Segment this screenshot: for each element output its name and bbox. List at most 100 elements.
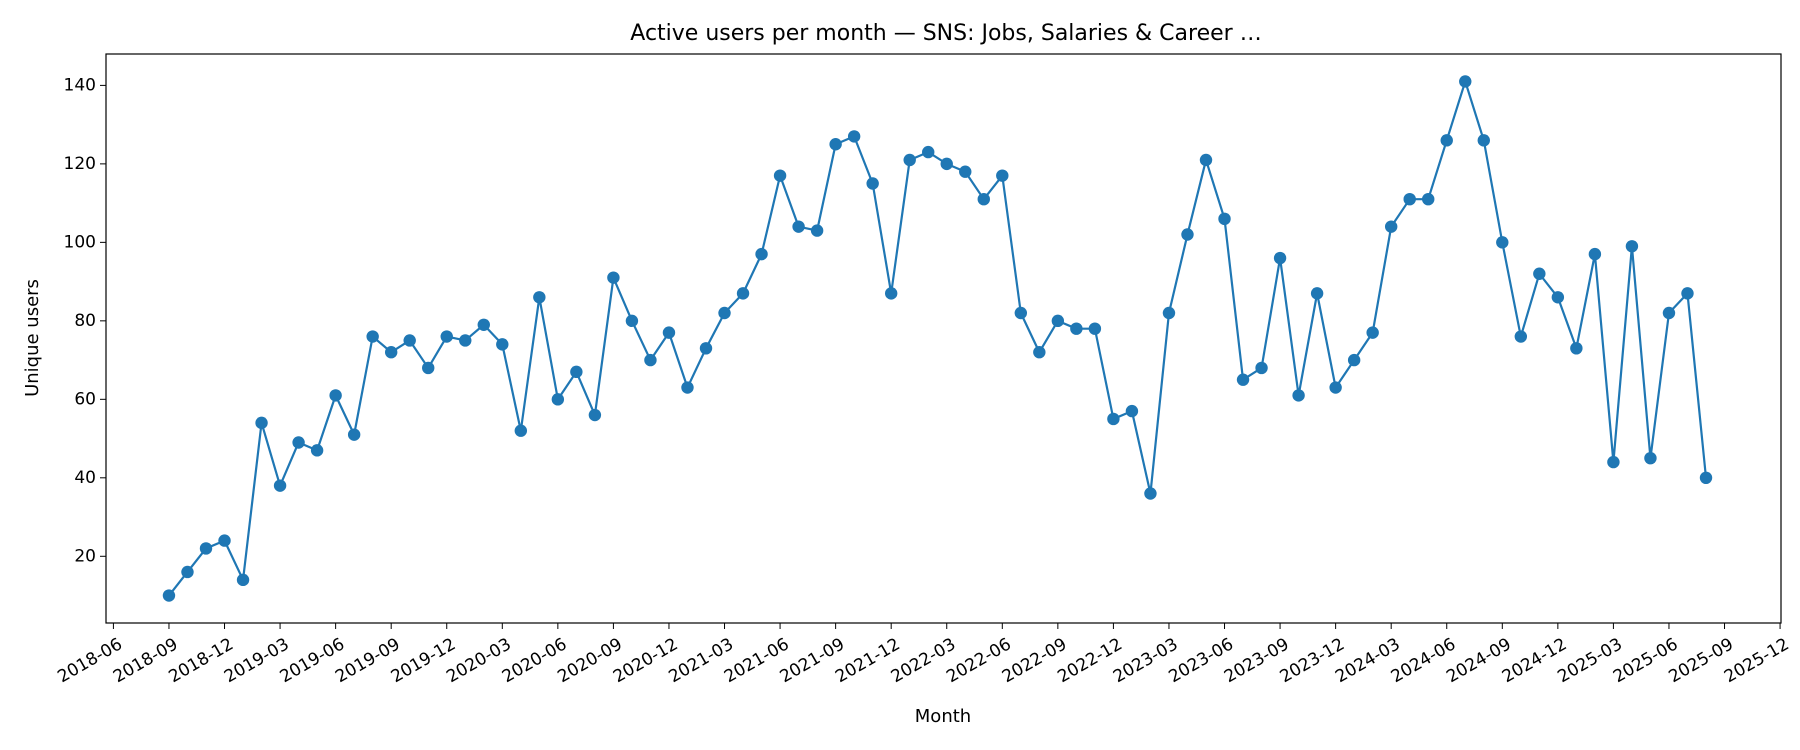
data-point <box>347 428 361 441</box>
data-point <box>329 389 342 402</box>
data-point <box>959 165 972 178</box>
data-point <box>1681 287 1694 300</box>
data-point <box>218 534 231 547</box>
data-point <box>273 479 287 492</box>
data-point <box>366 330 379 343</box>
x-tick-label: 2025-12 <box>1721 634 1793 687</box>
data-point <box>977 192 990 206</box>
data-point <box>829 138 842 151</box>
data-point <box>1255 361 1268 375</box>
data-point <box>1014 306 1028 320</box>
data-point <box>1236 373 1250 386</box>
data-point <box>1292 389 1305 402</box>
data-point <box>1107 412 1120 426</box>
data-point <box>903 153 916 167</box>
data-point <box>1162 306 1176 320</box>
data-point <box>1144 487 1157 500</box>
data-point <box>847 130 861 143</box>
data-point <box>551 393 565 406</box>
data-point <box>1366 326 1379 339</box>
data-point <box>1440 134 1453 147</box>
data-point <box>810 224 824 237</box>
data-point <box>255 416 268 430</box>
series-layer <box>162 75 1713 602</box>
data-point <box>1644 451 1657 465</box>
data-point <box>292 436 305 449</box>
data-point <box>310 444 324 457</box>
data-point <box>662 326 676 339</box>
data-point <box>199 542 213 555</box>
data-point <box>1496 236 1509 249</box>
y-axis-label: Unique users <box>22 279 43 397</box>
data-point <box>1588 247 1602 261</box>
data-point <box>533 291 546 304</box>
y-tick-label: 80 <box>74 311 96 331</box>
data-point <box>773 169 787 182</box>
data-point <box>922 145 935 159</box>
data-point <box>1329 381 1342 394</box>
chart-title: Active users per month — SNS: Jobs, Sala… <box>630 21 1261 46</box>
data-point <box>403 334 416 347</box>
data-point <box>681 381 694 394</box>
data-point <box>440 330 453 343</box>
data-point <box>162 589 176 602</box>
data-point <box>1347 353 1361 367</box>
y-tick-label: 40 <box>74 468 96 488</box>
data-point <box>1088 322 1102 335</box>
data-point <box>1570 342 1583 355</box>
data-point <box>1459 75 1472 88</box>
data-point <box>422 361 435 375</box>
data-point <box>1662 306 1676 320</box>
data-point <box>1033 346 1046 359</box>
y-axis: 20 40 60 80 100 120 140 <box>64 75 106 566</box>
data-point <box>1199 153 1213 167</box>
x-axis: 2018-062018-092018-122019-032019-062019-… <box>54 623 1793 687</box>
data-point <box>884 287 898 300</box>
data-point <box>792 220 805 233</box>
data-point <box>514 424 528 437</box>
data-point <box>1607 455 1620 469</box>
data-point <box>1310 287 1324 300</box>
data-point <box>1551 291 1565 304</box>
y-tick-label: 20 <box>74 546 96 566</box>
data-point <box>1625 240 1639 253</box>
y-tick-label: 140 <box>64 75 96 95</box>
data-point <box>625 314 639 328</box>
data-point <box>1218 212 1231 226</box>
data-point <box>996 169 1009 182</box>
data-point <box>718 306 731 320</box>
data-point <box>866 177 879 190</box>
data-point <box>1403 192 1416 206</box>
data-point <box>588 408 602 422</box>
data-point <box>1070 322 1083 335</box>
data-point <box>607 271 620 284</box>
data-point <box>1384 220 1398 233</box>
data-point <box>1125 404 1139 418</box>
data-point <box>384 346 398 359</box>
data-point <box>755 247 768 261</box>
data-point <box>570 365 583 379</box>
series-line <box>168 80 1708 597</box>
data-point <box>459 334 472 347</box>
data-point <box>644 353 657 367</box>
data-point <box>1699 471 1713 485</box>
plot-area <box>105 53 1782 624</box>
data-point <box>236 573 250 587</box>
y-tick-label: 120 <box>64 154 96 174</box>
data-point <box>1051 314 1065 328</box>
x-axis-label: Month <box>915 706 971 727</box>
y-tick-label: 100 <box>64 232 96 252</box>
data-point <box>1533 267 1546 280</box>
data-point <box>1273 251 1287 265</box>
data-point <box>181 565 194 579</box>
data-point <box>699 342 713 355</box>
data-point <box>477 318 490 331</box>
data-point <box>736 287 750 300</box>
data-point <box>1477 134 1490 147</box>
data-point <box>1422 192 1435 206</box>
y-tick-label: 60 <box>74 389 96 409</box>
data-point <box>940 157 953 171</box>
data-point <box>1181 228 1194 241</box>
data-point <box>496 338 509 351</box>
